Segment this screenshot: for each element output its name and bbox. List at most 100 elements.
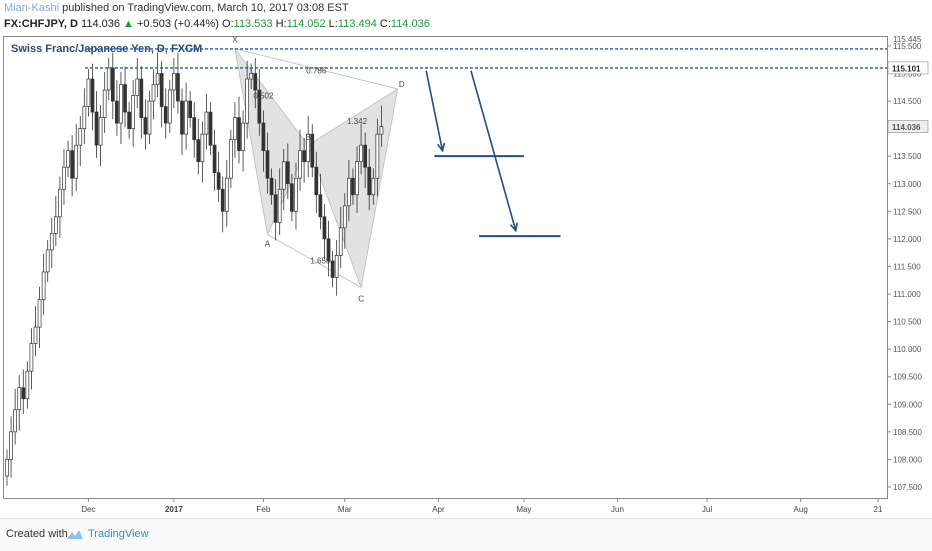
pattern-ratio-label: 1.342: [347, 117, 368, 126]
x-tick-label: Feb: [257, 505, 271, 514]
candle-body: [245, 78, 249, 124]
candle-body: [347, 177, 351, 207]
candle-body: [45, 249, 50, 273]
y-tick-label-partial: 115.445: [893, 35, 922, 44]
pattern-xd-line: [234, 48, 398, 90]
candle-body: [237, 117, 241, 152]
candle-body: [294, 177, 298, 212]
candle-body: [261, 122, 266, 152]
candle-body: [41, 271, 46, 300]
candle-body: [94, 111, 99, 146]
candle-body: [269, 177, 274, 196]
candle-body: [53, 216, 58, 234]
candle-body: [37, 299, 42, 328]
pattern-ratio-label: 1.656: [310, 257, 331, 266]
created-with-label: Created with: [6, 528, 68, 540]
chart-svg[interactable]: Swiss Franc/Japanese Yen, D, FXCMXABCD0.…: [3, 34, 929, 518]
x-tick-label: Mar: [338, 505, 352, 514]
candle-body: [200, 133, 205, 163]
x-tick-label: Aug: [794, 505, 808, 514]
x-tick-label: Dec: [81, 505, 95, 514]
x-tick-label: 2017: [165, 505, 183, 514]
candle-body: [208, 111, 213, 146]
candle-body: [290, 183, 294, 212]
symbol-info-line: FX:CHFJPY, D 114.036 ▲ +0.503 (+0.44%) O…: [4, 18, 430, 34]
down-arrow-shaft: [470, 70, 517, 231]
candle-body: [159, 73, 164, 107]
candle-body: [151, 84, 156, 102]
candle-body: [277, 188, 282, 223]
tradingview-logo-icon: [67, 530, 83, 539]
y-tick-label: 109.000: [893, 400, 922, 409]
candle-body: [220, 188, 225, 212]
candle-body: [180, 100, 184, 135]
resistance-price-tag-box: [887, 61, 929, 75]
candle-body: [176, 73, 180, 102]
candle-body: [322, 216, 327, 240]
candle-body: [62, 166, 66, 190]
y-tick-label: 112.000: [893, 235, 922, 244]
footer: Created with TradingView: [0, 518, 932, 551]
candle-body: [82, 106, 87, 129]
candle-body: [379, 126, 384, 135]
candle-body: [135, 78, 140, 96]
candle-body: [127, 111, 131, 129]
author-link[interactable]: Mian-Kashi: [4, 2, 60, 14]
candle-body: [241, 122, 245, 152]
pattern-ratio-label: 0.502: [253, 91, 274, 100]
y-tick-label: 107.500: [893, 483, 922, 492]
candle-body: [172, 73, 176, 91]
x-tick-label: 21: [874, 505, 883, 514]
candle-body: [257, 89, 262, 124]
candle-body: [29, 343, 34, 372]
candle-body: [21, 387, 26, 400]
down-arrow-head-icon: [509, 222, 518, 233]
candle-body: [338, 227, 343, 256]
y-tick-label: 110.500: [893, 318, 922, 327]
candle-body: [119, 84, 123, 124]
candle-body: [253, 73, 258, 91]
close-value: 114.036: [390, 18, 430, 30]
candle-body: [302, 150, 306, 163]
open-label: O:: [222, 18, 234, 30]
change-arrow-icon: ▲: [123, 18, 134, 30]
candle-body: [74, 144, 79, 179]
candle-body: [273, 194, 278, 223]
candle-body: [147, 100, 152, 135]
candle-body: [334, 255, 339, 278]
pattern-point-c: C: [358, 294, 364, 303]
plot-frame: [3, 36, 888, 499]
candle-body: [229, 139, 233, 179]
publisher-line: Mian-Kashi published on TradingView.com,…: [4, 2, 349, 18]
candle-body: [192, 117, 197, 140]
symbol-name: FX:CHFJPY, D: [4, 18, 78, 30]
pattern-point-d: D: [399, 80, 405, 89]
price-change: +0.503 (+0.44%): [137, 18, 219, 30]
y-tick-label: 113.000: [893, 180, 922, 189]
y-tick-label: 109.500: [893, 373, 922, 382]
candle-body: [342, 205, 347, 229]
candle-body: [102, 89, 107, 118]
current-price-tag-box: [887, 120, 929, 133]
candle-body: [66, 150, 70, 168]
x-tick-label: Jul: [702, 505, 712, 514]
x-tick-label: Jun: [611, 505, 624, 514]
last-price: 114.036: [81, 18, 120, 30]
candle-body: [13, 409, 17, 433]
tradingview-brand-link[interactable]: TradingView: [88, 528, 149, 540]
candle-body: [233, 117, 237, 140]
candle-body: [281, 161, 286, 190]
candle-body: [78, 128, 83, 146]
chart-area[interactable]: Swiss Franc/Japanese Yen, D, FXCM X A B C D 0.…: [3, 34, 929, 518]
down-arrow-head-icon: [437, 142, 446, 153]
candle-body: [115, 100, 119, 124]
y-tick-label: 114.500: [893, 97, 922, 106]
candle-body: [330, 260, 335, 278]
candle-body: [314, 166, 319, 196]
publish-info: published on TradingView.com, March 10, …: [62, 2, 349, 14]
pattern-point-b: B: [306, 133, 311, 142]
candle-body: [184, 100, 188, 135]
y-tick-label: 111.000: [893, 290, 921, 299]
candle-body: [90, 78, 95, 113]
candle-body: [363, 144, 368, 168]
